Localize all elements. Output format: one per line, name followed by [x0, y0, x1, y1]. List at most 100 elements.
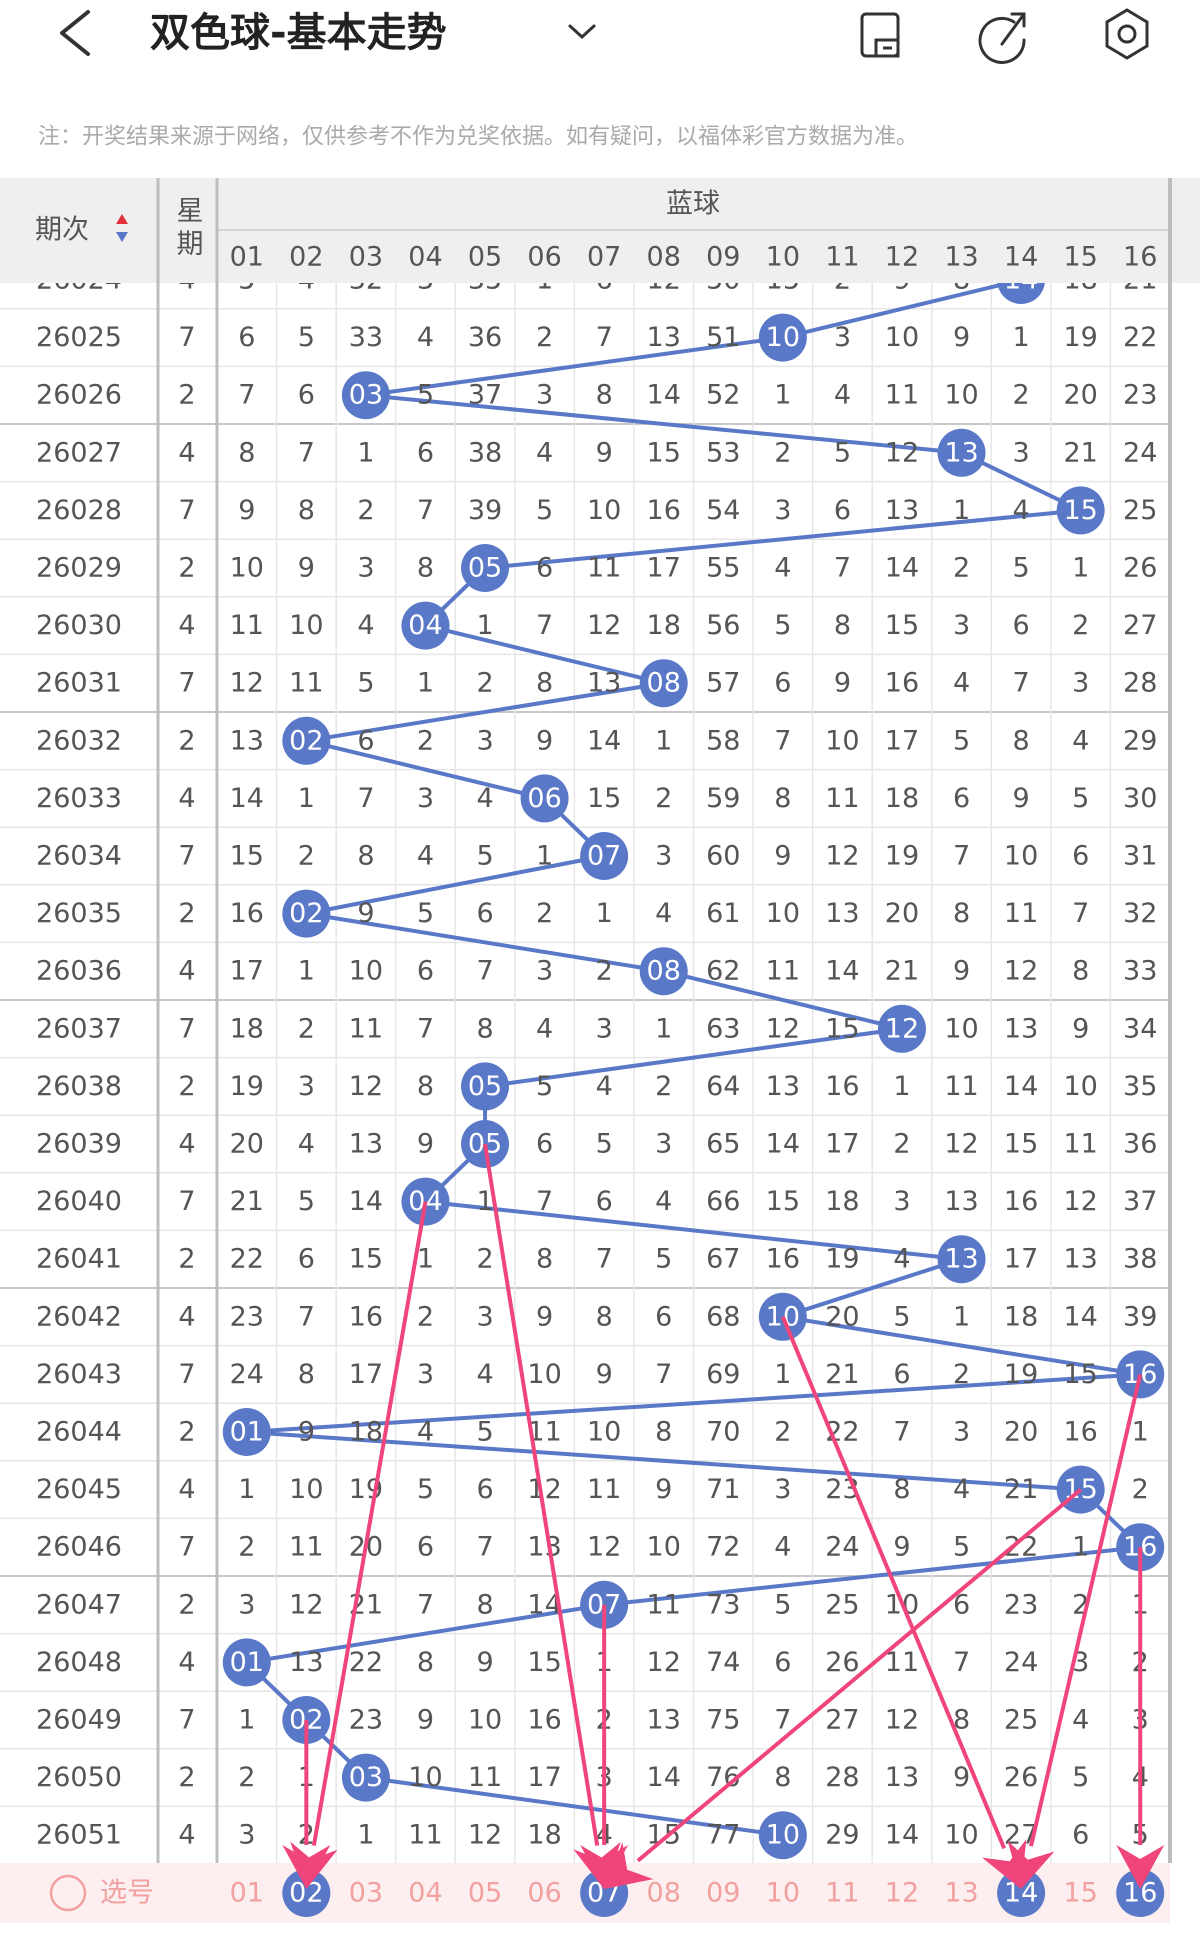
blue-ball	[639, 947, 688, 996]
picker-label[interactable]: 选号	[100, 1878, 154, 1909]
miss-count: 5	[655, 1244, 672, 1275]
pick-number[interactable]: 04	[408, 1878, 442, 1909]
blue-ball	[758, 313, 807, 362]
miss-count: 1	[238, 1705, 255, 1736]
miss-count: 13	[825, 898, 859, 929]
miss-count: 9	[1013, 783, 1030, 814]
miss-count: 3	[238, 1589, 255, 1620]
sort-icon-down[interactable]	[116, 232, 128, 242]
period: 26032	[36, 725, 122, 756]
selected-ball[interactable]	[997, 1869, 1046, 1917]
miss-count: 4	[298, 265, 315, 296]
miss-count: 3	[476, 1301, 493, 1332]
sort-icon[interactable]	[116, 214, 128, 224]
pick-number[interactable]: 06	[527, 1878, 561, 1909]
miss-count: 4	[774, 1532, 791, 1563]
miss-count: 7	[655, 1359, 672, 1390]
miss-count: 9	[953, 1762, 970, 1793]
pick-number[interactable]: 05	[468, 1878, 502, 1909]
miss-count: 6	[596, 265, 613, 296]
miss-count: 2	[476, 668, 493, 699]
miss-count: 3	[238, 1820, 255, 1851]
miss-count: 23	[1004, 1589, 1038, 1620]
miss-count: 11	[289, 668, 323, 699]
miss-count: 1	[774, 380, 791, 411]
miss-count: 8	[953, 265, 970, 296]
miss-count: 8	[417, 553, 434, 584]
blue-ball	[282, 716, 331, 765]
device-icon[interactable]	[860, 12, 900, 58]
column-header: 12	[885, 242, 919, 273]
miss-count: 4	[536, 437, 553, 468]
pick-number[interactable]: 15	[1063, 1878, 1097, 1909]
pick-number[interactable]: 01	[230, 1878, 264, 1909]
trend-line	[244, 283, 1143, 1838]
period: 26042	[36, 1301, 122, 1332]
miss-count: 14	[230, 783, 264, 814]
ball-number: 12	[885, 1013, 919, 1044]
miss-count: 7	[834, 553, 851, 584]
miss-count: 54	[706, 495, 740, 526]
miss-count: 15	[647, 1820, 681, 1851]
miss-count: 75	[706, 1705, 740, 1736]
pick-number[interactable]: 12	[885, 1878, 919, 1909]
miss-count: 2	[596, 956, 613, 987]
miss-count: 5	[953, 1532, 970, 1563]
pick-number[interactable]: 10	[766, 1878, 800, 1909]
miss-count: 8	[417, 1647, 434, 1678]
miss-count: 3	[417, 265, 434, 296]
period: 26034	[36, 841, 122, 872]
miss-count: 31	[1123, 841, 1157, 872]
pick-number[interactable]: 11	[825, 1878, 859, 1909]
miss-count: 22	[349, 1647, 383, 1678]
page-title[interactable]: 双色球-基本走势	[150, 10, 447, 56]
selected-ball[interactable]	[1116, 1869, 1165, 1917]
pick-number[interactable]: 09	[706, 1878, 740, 1909]
miss-count: 7	[774, 725, 791, 756]
pick-number[interactable]: 08	[647, 1878, 681, 1909]
miss-count: 4	[893, 1244, 910, 1275]
back-button[interactable]	[60, 10, 90, 56]
miss-count: 9	[417, 1705, 434, 1736]
period: 26047	[36, 1589, 122, 1620]
weekday: 2	[178, 1417, 195, 1448]
miss-count: 68	[706, 1301, 740, 1332]
miss-count: 25	[1123, 495, 1157, 526]
miss-count: 8	[893, 1474, 910, 1505]
miss-count: 17	[230, 956, 264, 987]
miss-count: 10	[349, 956, 383, 987]
miss-count: 3	[298, 1071, 315, 1102]
miss-count: 27	[1123, 610, 1157, 641]
selected-ball[interactable]	[282, 1869, 331, 1917]
blue-ball	[758, 1811, 807, 1860]
miss-count: 1	[417, 668, 434, 699]
miss-count: 10	[944, 380, 978, 411]
miss-count: 71	[706, 1474, 740, 1505]
miss-count: 2	[417, 1301, 434, 1332]
settings-icon[interactable]	[1105, 8, 1149, 60]
miss-count: 1	[238, 1474, 255, 1505]
miss-count: 13	[647, 1705, 681, 1736]
miss-count: 22	[1123, 322, 1157, 353]
period: 26046	[36, 1532, 122, 1563]
miss-count: 5	[476, 1417, 493, 1448]
picker-radio[interactable]	[49, 1874, 87, 1912]
blue-ball	[222, 1408, 271, 1456]
share-icon[interactable]	[978, 12, 1026, 64]
miss-count: 25	[825, 1589, 859, 1620]
miss-count: 6	[417, 1532, 434, 1563]
pick-number[interactable]: 13	[944, 1878, 978, 1909]
pick-number[interactable]: 03	[349, 1878, 383, 1909]
miss-count: 11	[289, 1532, 323, 1563]
dropdown-icon[interactable]	[568, 24, 596, 40]
miss-count: 50	[706, 265, 740, 296]
miss-count: 9	[536, 725, 553, 756]
weekday: 4	[178, 1820, 195, 1851]
ball-number: 15	[1063, 495, 1097, 526]
miss-count: 15	[1063, 1359, 1097, 1390]
miss-count: 7	[417, 1589, 434, 1620]
ball-number: 06	[527, 783, 561, 814]
blue-ball	[580, 832, 629, 880]
